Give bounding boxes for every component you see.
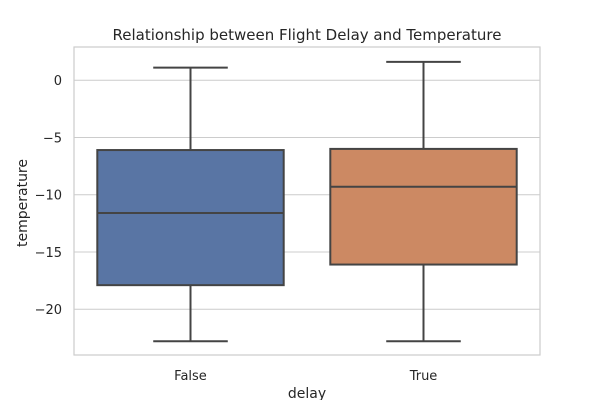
y-tick-labels: 0 −5 −10 −15 −20 (35, 74, 62, 318)
y-tick-label: −20 (35, 303, 62, 318)
iqr-box (329, 147, 518, 266)
x-tick-label: False (174, 369, 207, 384)
box-layer (96, 60, 518, 343)
y-tick-label: −15 (35, 246, 62, 261)
chart-title: Relationship between Flight Delay and Te… (113, 26, 502, 44)
iqr-box (96, 149, 285, 287)
x-tick-labels: False True (174, 369, 437, 384)
box-false (96, 66, 285, 343)
plot-frame (73, 46, 541, 356)
x-axis-label: delay (288, 386, 326, 400)
y-tick-label: −5 (43, 131, 62, 146)
y-tick-label: 0 (54, 74, 62, 89)
x-tick-label: True (409, 369, 438, 384)
box-true (329, 60, 518, 343)
y-axis-label: temperature (15, 159, 31, 247)
y-tick-label: −10 (35, 189, 62, 204)
